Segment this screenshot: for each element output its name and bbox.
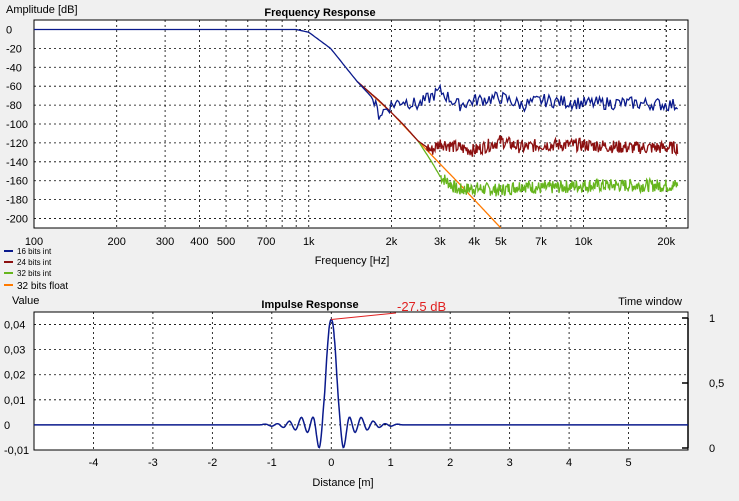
impulse-y-tick-labels: 0,04 0,03 0,02 0,01 0 -0,01	[4, 320, 29, 457]
annotation-peak-level: -27.5 dB	[397, 299, 446, 314]
impulse-x-tick-label: 4	[566, 457, 572, 469]
impulse-chart-title: Impulse Response	[261, 299, 358, 311]
freq-y-axis-label: Amplitude [dB]	[6, 4, 78, 16]
freq-chart-title: Frequency Response	[264, 7, 375, 19]
freq-y-tick-label: -160	[6, 176, 28, 188]
impulse-x-axis-label: Distance [m]	[312, 477, 373, 489]
impulse-y-tick-label: 0,03	[4, 345, 25, 357]
freq-y-tick-label: -200	[6, 214, 28, 226]
impulse-x-tick-label: 0	[328, 457, 334, 469]
freq-y-tick-label: -120	[6, 138, 28, 150]
legend-label-16-bits-int: 16 bits int	[17, 247, 52, 256]
freq-y-tick-label: -180	[6, 195, 28, 207]
freq-x-tick-label: 400	[190, 236, 208, 248]
freq-x-tick-label: 200	[108, 236, 126, 248]
freq-y-tick-label: -60	[6, 81, 22, 93]
freq-x-tick-label: 100	[25, 236, 43, 248]
freq-x-tick-label: 500	[217, 236, 235, 248]
legend-label-32-bits-float: 32 bits float	[17, 281, 68, 292]
freq-y-tick-label: -80	[6, 100, 22, 112]
impulse-y-tick-label: 0,04	[4, 320, 25, 332]
freq-x-tick-label: 2k	[386, 236, 398, 248]
freq-x-tick-labels: 100 200 300 400 500 700 1k 2k 3k 4k 5k 7k 10k 20k	[25, 236, 676, 248]
impulse-x-tick-label: 5	[625, 457, 631, 469]
impulse-x-tick-label: -1	[267, 457, 277, 469]
freq-x-tick-label: 4k	[468, 236, 480, 248]
impulse-y2-tick-label: 0	[709, 443, 715, 455]
impulse-x-tick-label: -4	[89, 457, 99, 469]
freq-y-tick-label: -40	[6, 62, 22, 74]
impulse-x-tick-labels: -4 -3 -2 -1 0 1 2 3 4 5	[89, 457, 632, 469]
impulse-y-tick-label: 0	[4, 420, 10, 432]
annotation-leader-line	[331, 312, 397, 321]
freq-legend: 16 bits int 24 bits int 32 bits int 32 b…	[4, 247, 68, 292]
impulse-y2-tick-label: 1	[709, 313, 715, 325]
freq-x-tick-label: 7k	[535, 236, 547, 248]
impulse-y-tick-label: 0,02	[4, 370, 25, 382]
freq-x-tick-label: 20k	[657, 236, 675, 248]
impulse-y-tick-label: 0,01	[4, 395, 25, 407]
impulse-y2-tick-label: 0,5	[709, 378, 724, 390]
freq-series-group	[34, 28, 679, 229]
impulse-y2-axis-label: Time window	[618, 296, 682, 308]
freq-x-tick-label: 700	[257, 236, 275, 248]
freq-x-axis-label: Frequency [Hz]	[315, 255, 390, 267]
freq-x-tick-label: 3k	[434, 236, 446, 248]
freq-x-tick-label: 5k	[495, 236, 507, 248]
freq-x-tick-label: 300	[156, 236, 174, 248]
freq-y-tick-label: -100	[6, 119, 28, 131]
impulse-x-tick-label: -3	[148, 457, 158, 469]
impulse-y-tick-label: -0,01	[4, 445, 29, 457]
freq-series-line-32-bits-int	[417, 140, 679, 197]
freq-y-tick-label: -140	[6, 157, 28, 169]
impulse-x-tick-label: 2	[447, 457, 453, 469]
freq-x-tick-label: 1k	[303, 236, 315, 248]
impulse-x-tick-label: -2	[207, 457, 217, 469]
freq-series-line-24-bits-int	[356, 80, 679, 157]
legend-label-32-bits-int: 32 bits int	[17, 269, 52, 278]
impulse-plot-area	[33, 311, 689, 451]
impulse-y-axis-label: Value	[12, 295, 39, 307]
freq-series-line-16-bits-int	[34, 28, 679, 120]
legend-label-24-bits-int: 24 bits int	[17, 258, 52, 267]
freq-y-tick-label: -20	[6, 43, 22, 55]
impulse-x-tick-label: 1	[388, 457, 394, 469]
impulse-x-tick-label: 3	[507, 457, 513, 469]
freq-x-tick-label: 10k	[575, 236, 593, 248]
impulse-y2-tick-labels: 10,50	[682, 313, 724, 455]
freq-y-tick-label: 0	[6, 24, 12, 36]
freq-y-tick-labels: 0 -20 -40 -60 -80 -100 -120 -140 -160 -180 -200	[6, 24, 28, 225]
